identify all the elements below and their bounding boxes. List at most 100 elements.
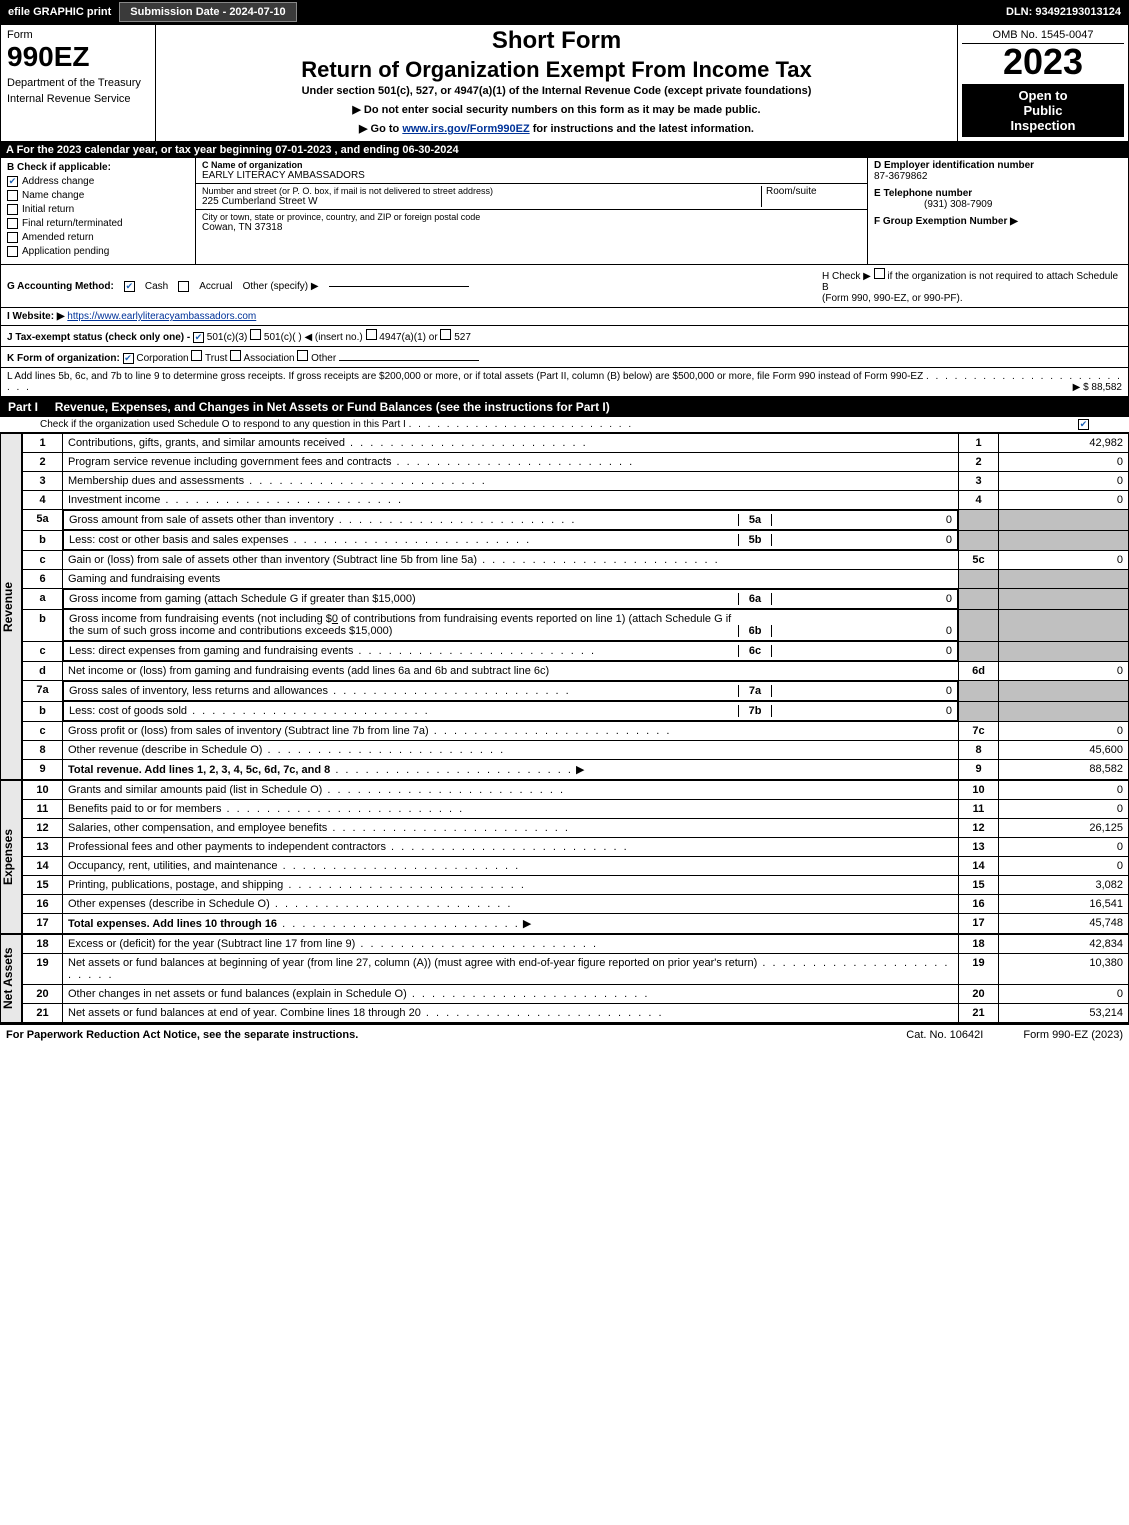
l16-desc: Other expenses (describe in Schedule O) [68,898,270,910]
l18-desc: Excess or (deficit) for the year (Subtra… [68,938,355,950]
opt-initial: Initial return [22,204,74,215]
opt-amended: Amended return [22,232,94,243]
l6c-desc: Less: direct expenses from gaming and fu… [69,645,353,657]
street-label: Number and street (or P. O. box, if mail… [202,186,761,196]
l5b-desc: Less: cost or other basis and sales expe… [69,534,289,546]
checkbox-schedule-o[interactable] [1078,419,1089,430]
checkbox-cash[interactable] [124,281,135,292]
goto-note: ▶ Go to www.irs.gov/Form990EZ for instru… [164,122,949,135]
city: Cowan, TN 37318 [202,222,861,233]
net-assets-section: Net Assets 18Excess or (deficit) for the… [0,934,1129,1023]
l8-desc: Other revenue (describe in Schedule O) [68,744,262,756]
k-other-input[interactable] [339,360,479,361]
ein: 87-3679862 [874,171,927,182]
checkbox-pending[interactable] [7,246,18,257]
line-6: 6Gaming and fundraising events [23,570,1129,589]
j-o1: 501(c)(3) [207,332,248,343]
paperwork-notice: For Paperwork Reduction Act Notice, see … [6,1029,358,1041]
checkbox-527[interactable] [440,329,451,340]
j-o4: 527 [454,332,471,343]
open-line3: Inspection [968,118,1118,133]
line-3: 3Membership dues and assessments30 [23,472,1129,491]
opt-final: Final return/terminated [22,218,123,229]
checkbox-corp[interactable] [123,353,134,364]
l15-desc: Printing, publications, postage, and shi… [68,879,283,891]
l11-desc: Benefits paid to or for members [68,803,221,815]
l-amount: ▶ $ 88,582 [1073,382,1122,393]
checkbox-assoc[interactable] [230,350,241,361]
l2-desc: Program service revenue including govern… [68,456,391,468]
open-line2: Public [968,103,1118,118]
line-7b: bLess: cost of goods sold7b0 [23,701,1129,722]
efile-label: efile GRAPHIC print [0,6,119,18]
part-i-sub: Check if the organization used Schedule … [0,417,1129,433]
row-i-website: I Website: ▶ https://www.earlyliteracyam… [0,308,1129,326]
line-13: 13Professional fees and other payments t… [23,838,1129,857]
l12-desc: Salaries, other compensation, and employ… [68,822,327,834]
checkbox-amended[interactable] [7,232,18,243]
return-title: Return of Organization Exempt From Incom… [164,57,949,83]
city-label: City or town, state or province, country… [202,212,861,222]
checkbox-h[interactable] [874,268,885,279]
j-o3: 4947(a)(1) or [379,332,437,343]
line-5b: bLess: cost or other basis and sales exp… [23,530,1129,551]
net-vbar: Net Assets [0,934,22,1023]
expenses-table: 10Grants and similar amounts paid (list … [22,780,1129,934]
irs-link[interactable]: www.irs.gov/Form990EZ [402,123,529,135]
room-label: Room/suite [761,186,861,207]
header-left: Form 990EZ Department of the Treasury In… [1,25,156,141]
l5c-desc: Gain or (loss) from sale of assets other… [68,554,477,566]
line-5a: 5aGross amount from sale of assets other… [23,510,1129,531]
cat-no: Cat. No. 10642I [906,1029,983,1041]
expenses-vbar: Expenses [0,780,22,934]
line-14: 14Occupancy, rent, utilities, and mainte… [23,857,1129,876]
org-name: EARLY LITERACY AMBASSADORS [202,170,861,181]
ssn-note: ▶ Do not enter social security numbers o… [164,103,949,116]
line-11: 11Benefits paid to or for members110 [23,800,1129,819]
submission-date: Submission Date - 2024-07-10 [119,2,296,22]
checkbox-4947[interactable] [366,329,377,340]
checkbox-name-change[interactable] [7,190,18,201]
dept-treasury: Department of the Treasury [7,77,149,89]
l4-desc: Investment income [68,494,160,506]
part-title: Revenue, Expenses, and Changes in Net As… [55,400,610,414]
l20-desc: Other changes in net assets or fund bala… [68,988,407,1000]
line-6b: bGross income from fundraising events (n… [23,609,1129,641]
line-19: 19Net assets or fund balances at beginni… [23,954,1129,985]
k-o2: Trust [205,353,227,364]
checkbox-trust[interactable] [191,350,202,361]
revenue-vbar: Revenue [0,433,22,780]
l19-desc: Net assets or fund balances at beginning… [68,957,757,969]
g-other-input[interactable] [329,286,469,287]
checkbox-other-org[interactable] [297,350,308,361]
website-link[interactable]: https://www.earlyliteracyambassadors.com [67,311,256,322]
l9-desc: Total revenue. Add lines 1, 2, 3, 4, 5c,… [68,764,330,776]
line-2: 2Program service revenue including gover… [23,453,1129,472]
col-b-label: B Check if applicable: [7,162,189,173]
h-text3: (Form 990, 990-EZ, or 990-PF). [822,293,963,304]
l21-desc: Net assets or fund balances at end of ye… [68,1007,421,1019]
tax-year: 2023 [962,44,1124,80]
checkbox-address-change[interactable] [7,176,18,187]
checkbox-final-return[interactable] [7,218,18,229]
checkbox-initial-return[interactable] [7,204,18,215]
l6b-d1: Gross income from fundraising events (no… [69,613,332,625]
info-block: B Check if applicable: Address change Na… [0,158,1129,265]
line-21: 21Net assets or fund balances at end of … [23,1004,1129,1023]
checkbox-accrual[interactable] [178,281,189,292]
net-table: 18Excess or (deficit) for the year (Subt… [22,934,1129,1023]
line-8: 8Other revenue (describe in Schedule O)8… [23,741,1129,760]
l7b-desc: Less: cost of goods sold [69,705,187,717]
g-other: Other (specify) ▶ [243,281,319,292]
row-g-h: G Accounting Method: Cash Accrual Other … [0,265,1129,308]
goto-pre: ▶ Go to [359,123,402,135]
dept-irs: Internal Revenue Service [7,93,149,105]
row-j-status: J Tax-exempt status (check only one) - 5… [0,326,1129,347]
h-text1: H Check ▶ [822,271,871,282]
line-17: 17Total expenses. Add lines 10 through 1… [23,914,1129,934]
opt-address: Address change [22,176,94,187]
checkbox-501c[interactable] [250,329,261,340]
checkbox-501c3[interactable] [193,332,204,343]
c-label: C Name of organization [202,160,861,170]
k-o3: Association [243,353,294,364]
